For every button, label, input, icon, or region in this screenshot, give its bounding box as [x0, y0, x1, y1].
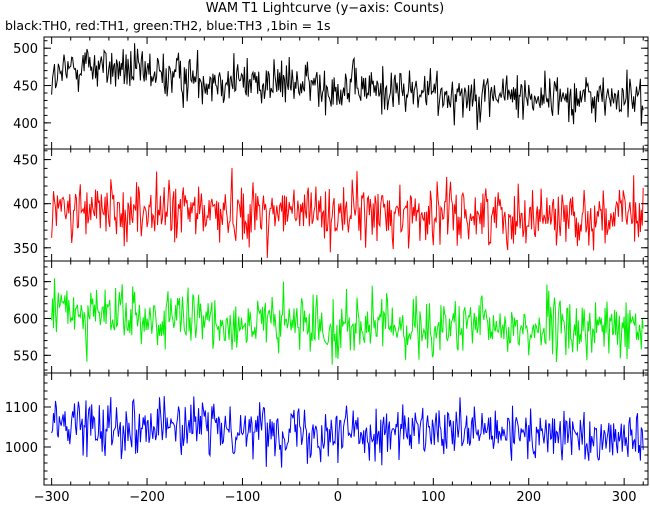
x-tick-label: 300 [612, 490, 637, 505]
x-tick-label: 200 [516, 490, 541, 505]
x-tick-label: −300 [34, 490, 70, 505]
y-tick-label: 500 [13, 42, 38, 57]
series-line-th2 [51, 278, 644, 365]
y-tick-label: 1000 [5, 441, 38, 456]
x-tick-label: 100 [421, 490, 446, 505]
y-tick-label: 400 [13, 117, 38, 132]
x-tick-label: 0 [334, 490, 342, 505]
y-tick-label: 600 [13, 312, 38, 327]
x-tick-label: −200 [129, 490, 165, 505]
chart-subtitle: black:TH0, red:TH1, green:TH2, blue:TH3 … [5, 18, 331, 33]
y-tick-label: 1100 [5, 401, 38, 416]
y-tick-label: 450 [13, 80, 38, 95]
chart-title: WAM T1 Lightcurve (y−axis: Counts) [205, 1, 445, 16]
y-tick-label: 400 [13, 198, 38, 213]
series-line-th1 [51, 167, 644, 259]
y-tick-label: 550 [13, 349, 38, 364]
y-tick-label: 450 [13, 154, 38, 169]
y-tick-label: 350 [13, 242, 38, 257]
series-line-th0 [51, 43, 644, 130]
x-tick-label: −100 [225, 490, 261, 505]
panel-frame-th3 [43, 372, 649, 486]
series-line-th3 [51, 396, 644, 468]
y-tick-label: 650 [13, 276, 38, 291]
